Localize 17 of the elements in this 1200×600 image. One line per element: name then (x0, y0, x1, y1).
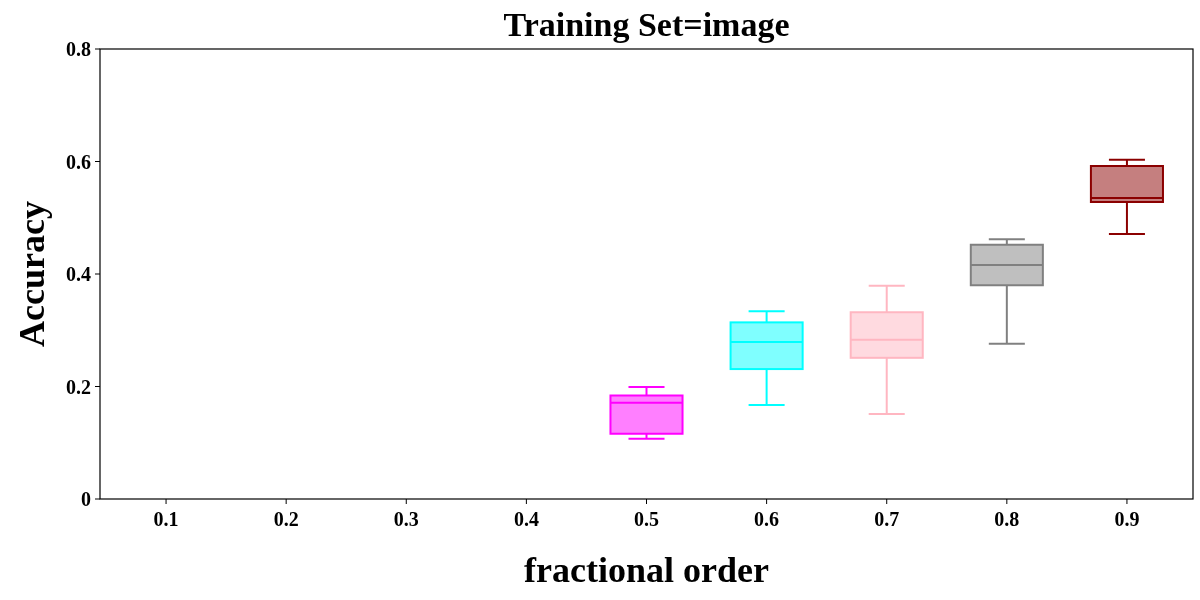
x-tick-label: 0.9 (1114, 508, 1140, 530)
y-tick-label: 0.8 (66, 38, 91, 60)
x-tick-label: 0.7 (874, 508, 900, 530)
y-tick-label: 0 (81, 488, 91, 510)
x-tick-label: 0.5 (634, 508, 659, 530)
x-tick-label: 0.8 (994, 508, 1020, 530)
y-tick-label: 0.6 (66, 150, 91, 173)
x-tick-label: 0.3 (393, 508, 419, 530)
y-axis-title: Accuracy (12, 201, 52, 347)
y-tick-label: 0.4 (66, 263, 91, 285)
x-tick-label: 0.1 (153, 508, 179, 530)
x-tick-label: 0.6 (754, 508, 780, 530)
x-axis-title: fractional order (524, 550, 769, 590)
chart-title: Training Set=image (503, 6, 790, 43)
y-tick-label: 0.2 (66, 375, 91, 398)
x-tick-label: 0.4 (513, 508, 539, 530)
x-tick-label: 0.2 (273, 508, 299, 530)
